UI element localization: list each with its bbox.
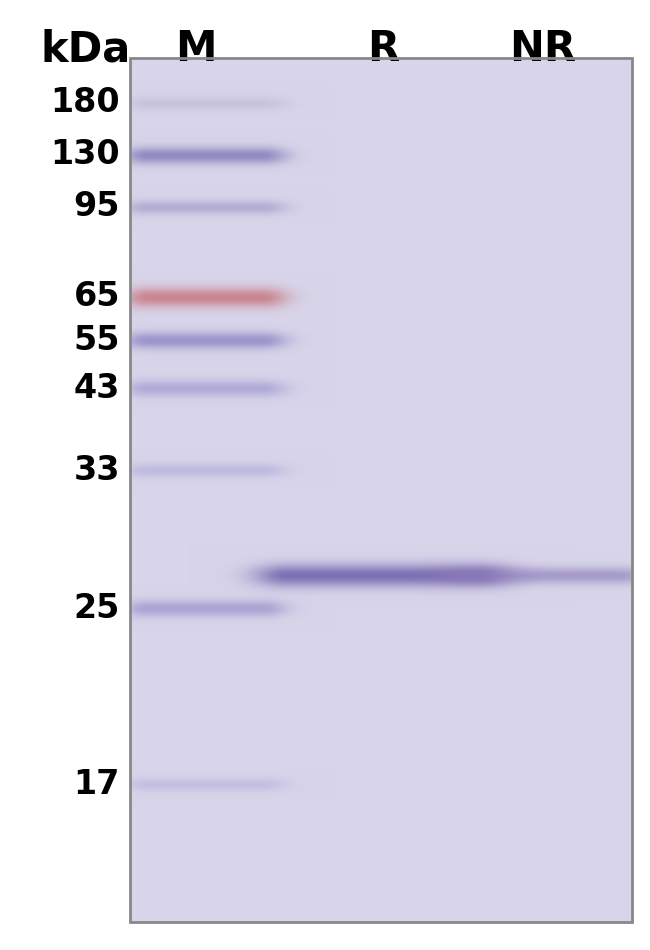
- Text: M: M: [176, 28, 216, 70]
- Text: 25: 25: [73, 592, 120, 624]
- Text: R: R: [367, 28, 399, 70]
- Text: 95: 95: [73, 191, 120, 223]
- Text: 180: 180: [51, 86, 120, 120]
- Text: 130: 130: [51, 139, 120, 172]
- Text: kDa: kDa: [40, 28, 130, 70]
- Text: 33: 33: [73, 453, 120, 486]
- Text: 65: 65: [73, 280, 120, 314]
- Text: NR: NR: [510, 28, 577, 70]
- Bar: [130, 58, 632, 922]
- Text: 43: 43: [73, 371, 120, 405]
- Text: 55: 55: [73, 324, 120, 356]
- Text: 17: 17: [73, 768, 120, 801]
